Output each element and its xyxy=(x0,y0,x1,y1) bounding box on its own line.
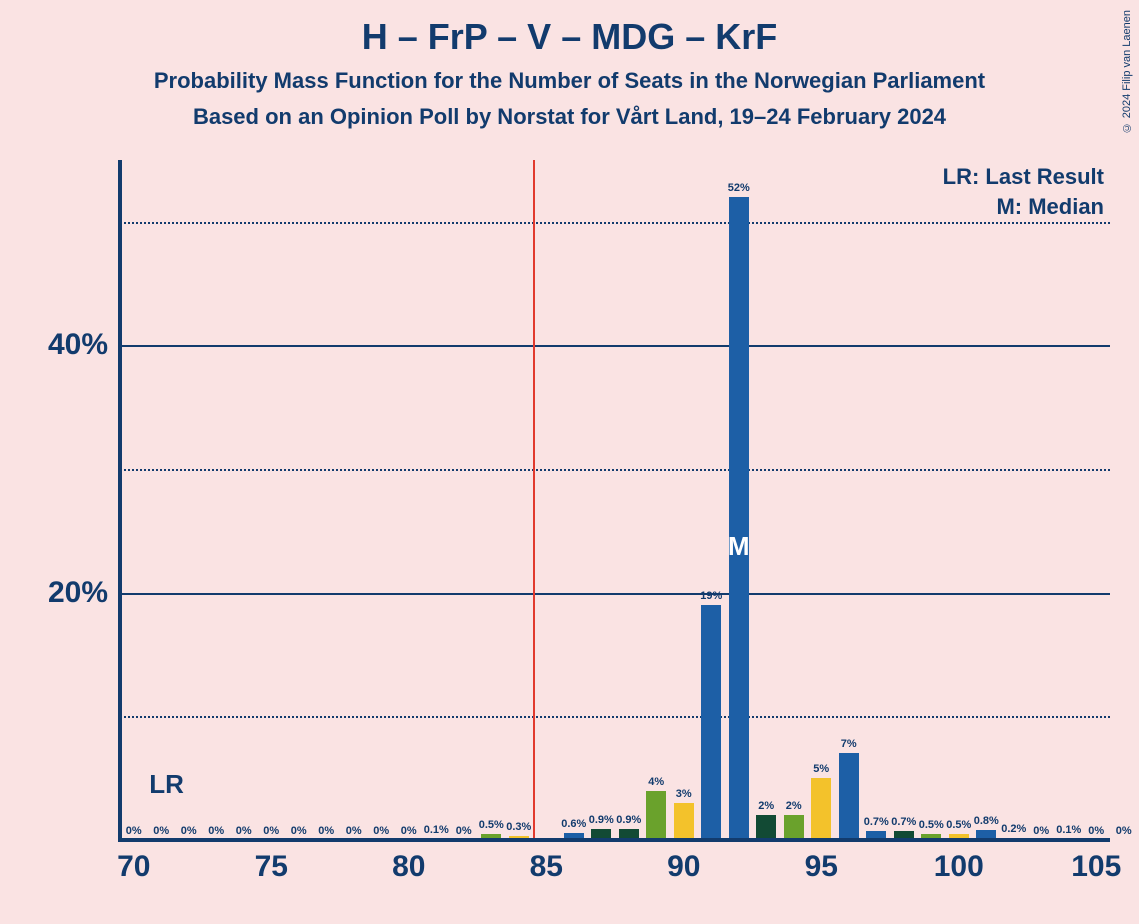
x-tick-label: 75 xyxy=(255,850,288,884)
pmf-bar-label: 4% xyxy=(648,776,664,788)
x-tick-label: 100 xyxy=(934,850,984,884)
legend-median: M: Median xyxy=(996,194,1104,220)
pmf-bar-label: 0% xyxy=(126,825,142,837)
pmf-bar-label: 52% xyxy=(728,182,750,194)
pmf-bar-label: 0% xyxy=(1116,825,1132,837)
pmf-bar-label: 2% xyxy=(758,800,774,812)
pmf-bar-label: 3% xyxy=(676,788,692,800)
pmf-bar-label: 0.8% xyxy=(974,815,999,827)
x-tick-label: 90 xyxy=(667,850,700,884)
pmf-bar xyxy=(701,605,721,840)
pmf-bar-label: 0.3% xyxy=(506,821,531,833)
pmf-bar-label: 0.5% xyxy=(946,819,971,831)
gridline-solid xyxy=(120,593,1110,595)
pmf-bar-label: 0.9% xyxy=(589,814,614,826)
pmf-bar-label: 0.7% xyxy=(891,816,916,828)
chart-subtitle-2: Based on an Opinion Poll by Norstat for … xyxy=(0,104,1139,130)
pmf-bar xyxy=(839,753,859,840)
gridline-dotted xyxy=(120,469,1110,471)
plot-area: 0%0%0%0%0%0%0%0%0%0%0%0.1%0%0.5%0.3%0.6%… xyxy=(120,160,1110,840)
pmf-bar-label: 2% xyxy=(786,800,802,812)
legend-lr: LR: Last Result xyxy=(943,164,1104,190)
pmf-bar-label: 19% xyxy=(700,590,722,602)
x-tick-label: 70 xyxy=(117,850,150,884)
chart-subtitle-1: Probability Mass Function for the Number… xyxy=(0,68,1139,94)
pmf-bar-label: 0% xyxy=(153,825,169,837)
pmf-bar-label: 0% xyxy=(208,825,224,837)
pmf-bar xyxy=(729,197,749,840)
pmf-bar-label: 0% xyxy=(291,825,307,837)
lr-marker: LR xyxy=(149,769,184,800)
pmf-bar xyxy=(784,815,804,840)
copyright-text: © 2024 Filip van Laenen xyxy=(1121,10,1133,133)
gridline-dotted xyxy=(120,716,1110,718)
pmf-bar-label: 0% xyxy=(318,825,334,837)
pmf-bar xyxy=(756,815,776,840)
pmf-bar-label: 0% xyxy=(181,825,197,837)
pmf-bar-label: 0.1% xyxy=(424,824,449,836)
pmf-bar-label: 0% xyxy=(1088,825,1104,837)
pmf-bar-label: 5% xyxy=(813,763,829,775)
x-tick-label: 80 xyxy=(392,850,425,884)
x-tick-label: 105 xyxy=(1071,850,1121,884)
gridline-dotted xyxy=(120,222,1110,224)
pmf-bar-label: 0% xyxy=(263,825,279,837)
x-tick-label: 85 xyxy=(530,850,563,884)
y-tick-label: 20% xyxy=(48,576,108,610)
pmf-bar xyxy=(646,791,666,840)
x-tick-label: 95 xyxy=(805,850,838,884)
pmf-bar-label: 0.6% xyxy=(561,818,586,830)
y-axis xyxy=(118,160,122,840)
y-tick-label: 40% xyxy=(48,328,108,362)
pmf-bar-label: 0% xyxy=(1033,825,1049,837)
pmf-bar-label: 0% xyxy=(373,825,389,837)
chart-title: H – FrP – V – MDG – KrF xyxy=(0,0,1139,58)
pmf-bar-label: 0% xyxy=(346,825,362,837)
pmf-bar-label: 0.1% xyxy=(1056,824,1081,836)
pmf-bar-label: 0% xyxy=(456,825,472,837)
pmf-bar-label: 7% xyxy=(841,738,857,750)
median-marker: M xyxy=(728,531,750,562)
pmf-bar-label: 0.2% xyxy=(1001,823,1026,835)
x-axis xyxy=(118,838,1110,842)
pmf-bar-label: 0.9% xyxy=(616,814,641,826)
majority-threshold-line xyxy=(533,160,535,840)
pmf-bar-label: 0.5% xyxy=(479,819,504,831)
pmf-bar-label: 0% xyxy=(401,825,417,837)
pmf-bar-label: 0.5% xyxy=(919,819,944,831)
pmf-chart: 0%0%0%0%0%0%0%0%0%0%0%0.1%0%0.5%0.3%0.6%… xyxy=(120,160,1110,840)
pmf-bar xyxy=(674,803,694,840)
gridline-solid xyxy=(120,345,1110,347)
pmf-bar-label: 0% xyxy=(236,825,252,837)
pmf-bar-label: 0.7% xyxy=(864,816,889,828)
pmf-bar xyxy=(811,778,831,840)
